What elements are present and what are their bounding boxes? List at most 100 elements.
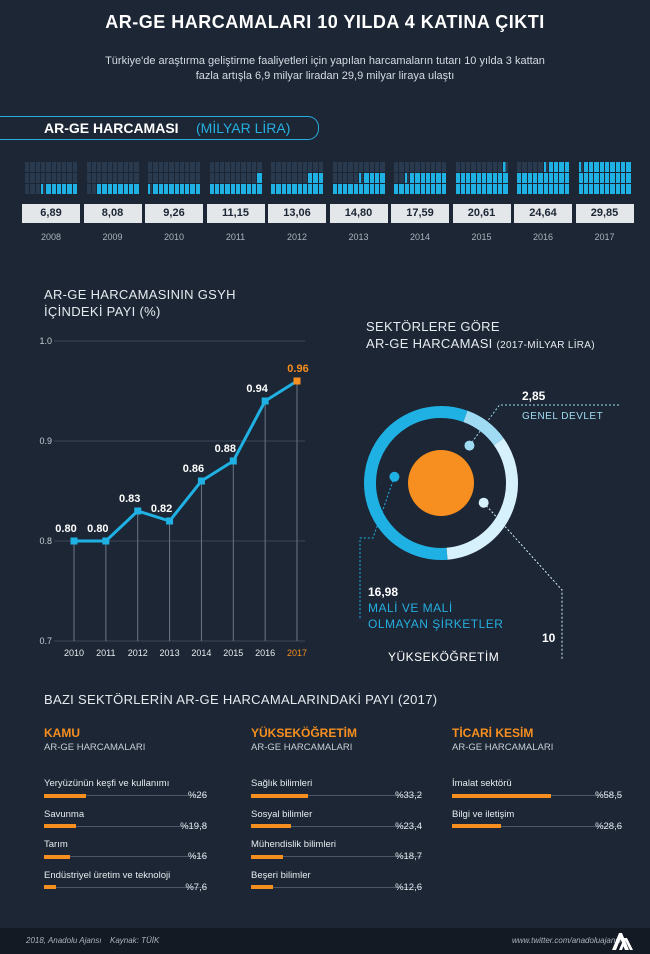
waffle-cell xyxy=(241,184,246,194)
waffle-cell xyxy=(487,162,492,172)
waffle-cell xyxy=(97,173,102,183)
waffle-cell xyxy=(527,173,532,183)
spending-waffle-grid xyxy=(332,162,385,194)
waffle-cell xyxy=(128,173,134,183)
waffle-cell xyxy=(337,184,343,194)
spending-waffle-grid xyxy=(25,162,77,194)
sector-row-value: %28,6 xyxy=(595,820,622,832)
waffle-cell xyxy=(286,173,292,183)
sector-bars-title: BAZI SEKTÖRLERİN AR-GE HARCAMALARINDAKİ … xyxy=(44,692,438,707)
page-title: AR-GE HARCAMALARI 10 YILDA 4 KATINA ÇIKT… xyxy=(105,12,545,32)
waffle-cell xyxy=(543,173,548,183)
sector-row-value: %23,4 xyxy=(395,820,422,832)
waffle-cell xyxy=(503,173,508,183)
waffle-cell xyxy=(497,184,503,194)
waffle-cell xyxy=(169,173,174,183)
slice-marker-dot xyxy=(478,497,489,508)
spending-value-label: 29,85 xyxy=(575,204,634,223)
waffle-cell xyxy=(297,184,302,194)
waffle-cell xyxy=(605,173,610,183)
waffle-cell xyxy=(527,184,532,194)
donut-chart-title: SEKTÖRLERE GÖRE AR-GE HARCAMASI (2017-Mİ… xyxy=(366,318,595,354)
waffle-cell xyxy=(415,173,420,183)
waffle-cell xyxy=(431,162,436,172)
waffle-cell xyxy=(359,162,364,172)
waffle-cell xyxy=(67,162,72,172)
waffle-cell xyxy=(153,184,158,194)
sector-group-subtitle: AR-GE HARCAMALARI xyxy=(251,742,353,753)
waffle-cell xyxy=(348,184,353,194)
waffle-cell xyxy=(25,184,30,194)
spending-title-light: (MİLYAR LİRA) xyxy=(196,120,291,136)
sector-group-subtitle: AR-GE HARCAMALARI xyxy=(452,742,554,753)
waffle-cell xyxy=(220,173,225,183)
spending-column: 13,06 2012 xyxy=(268,162,326,242)
sector-row-baseline xyxy=(44,825,207,827)
waffle-cell xyxy=(313,173,318,183)
gdp-share-line-chart: 1.0 0.9 0.8 0.7 0.80 2010 0.80 2011 0.83 2012 0.82… xyxy=(39,336,308,658)
sector-row-value: %33,2 xyxy=(395,790,422,801)
waffle-cell xyxy=(190,162,195,172)
sector-row-value: %12,6 xyxy=(395,881,422,893)
waffle-cell xyxy=(292,162,297,172)
sector-row-bar xyxy=(251,824,291,828)
sector-row-baseline xyxy=(251,856,422,857)
waffle-cell xyxy=(113,162,118,172)
waffle-cell xyxy=(257,173,262,183)
spending-waffle-grid xyxy=(271,162,323,194)
waffle-cell xyxy=(308,184,313,194)
waffle-cell xyxy=(302,173,308,183)
footer-twitter: www.twitter.com/anadoluajansi xyxy=(512,936,622,945)
waffle-cell xyxy=(353,173,358,183)
spending-year-label: 2008 xyxy=(40,232,62,242)
waffle-cell xyxy=(35,173,40,183)
waffle-cell xyxy=(517,184,522,194)
waffle-cell xyxy=(348,162,353,172)
waffle-cell xyxy=(209,184,214,194)
waffle-cell xyxy=(128,184,134,194)
sector-row-bar xyxy=(44,824,77,828)
waffle-cell xyxy=(348,173,353,183)
waffle-cell xyxy=(86,162,91,172)
waffle-cell xyxy=(332,173,337,183)
waffle-cell xyxy=(564,184,569,194)
waffle-cell xyxy=(134,162,139,172)
spending-column: 11,15 2011 xyxy=(206,162,265,242)
sector-row-label: Endüstriyel üretim ve teknoloji xyxy=(44,869,171,881)
sector-row-value: %19,8 xyxy=(180,820,207,832)
waffle-cell xyxy=(107,162,112,172)
waffle-cell xyxy=(332,184,337,194)
waffle-cell xyxy=(554,184,559,194)
sector-row-label: Beşeri bilimler xyxy=(251,869,311,881)
waffle-cell xyxy=(241,162,246,172)
waffle-cell xyxy=(441,162,446,172)
waffle-cell xyxy=(286,184,292,194)
waffle-cell xyxy=(158,184,163,194)
waffle-cell xyxy=(271,184,276,194)
waffle-cell xyxy=(72,173,77,183)
data-point xyxy=(261,397,269,405)
waffle-cell xyxy=(626,184,631,194)
waffle-cell xyxy=(46,173,51,183)
waffle-cell xyxy=(532,184,538,194)
waffle-cell xyxy=(431,173,436,183)
spending-column: 9,26 2010 xyxy=(145,162,203,242)
waffle-cell xyxy=(503,184,508,194)
spending-waffle-chart: 6,89 2008 8,08 2009 9,26 2010 11,15 2011 13,06 20… xyxy=(0,0,650,260)
waffle-cell xyxy=(40,184,46,194)
waffle-cell xyxy=(599,162,604,172)
y-tick-label: 0.9 xyxy=(39,436,52,446)
slice-leader-line xyxy=(483,502,563,660)
sector-row-bar xyxy=(251,793,308,798)
slice-leader-line xyxy=(359,476,395,620)
waffle-cell xyxy=(257,162,262,172)
y-tick-label: 1.0 xyxy=(39,336,52,346)
waffle-cell xyxy=(620,162,626,172)
spending-waffle-grid xyxy=(148,162,200,194)
donut-slice xyxy=(446,438,518,560)
waffle-cell xyxy=(257,184,262,194)
spending-column: 17,59 2014 xyxy=(391,162,449,242)
sector-row-value: %26 xyxy=(187,790,207,801)
waffle-cell xyxy=(86,184,91,194)
waffle-cell xyxy=(527,162,532,172)
